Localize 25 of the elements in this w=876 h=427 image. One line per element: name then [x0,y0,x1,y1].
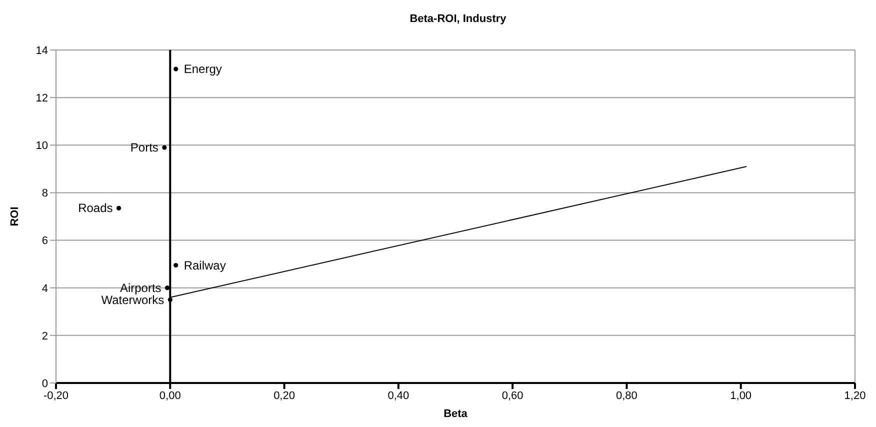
x-tick-label: 0,00 [159,390,181,402]
series-label: Roads [78,201,113,216]
y-tick-label: 12 [36,92,48,104]
series-label: Energy [184,62,222,76]
y-tick-label: 2 [42,330,48,342]
x-tick-label: 0,20 [274,390,295,402]
x-tick-label: -0,20 [43,390,69,402]
y-tick-label: 6 [42,235,48,248]
x-axis-title: Beta [444,408,468,420]
x-tick-label: 0,80 [616,390,638,402]
chart-title: Beta-ROI, Industry [410,13,508,25]
y-tick-label: 8 [42,188,48,200]
x-tick-label: 0,40 [388,390,410,402]
x-tick-label: 0,60 [502,390,524,402]
y-axis-title: ROI [8,206,21,226]
y-tick-label: 10 [36,140,48,152]
y-tick-label: 14 [36,44,48,57]
y-tick-label: 4 [42,282,48,295]
series-label: Airports [120,280,162,295]
series-label: Waterworks [101,292,164,307]
y-tick-label: 0 [42,378,48,390]
series-label: Ports [130,140,158,155]
x-tick-label: 1,20 [844,390,866,402]
x-tick-label: 1,00 [730,390,752,402]
series-label: Railway [184,258,226,272]
